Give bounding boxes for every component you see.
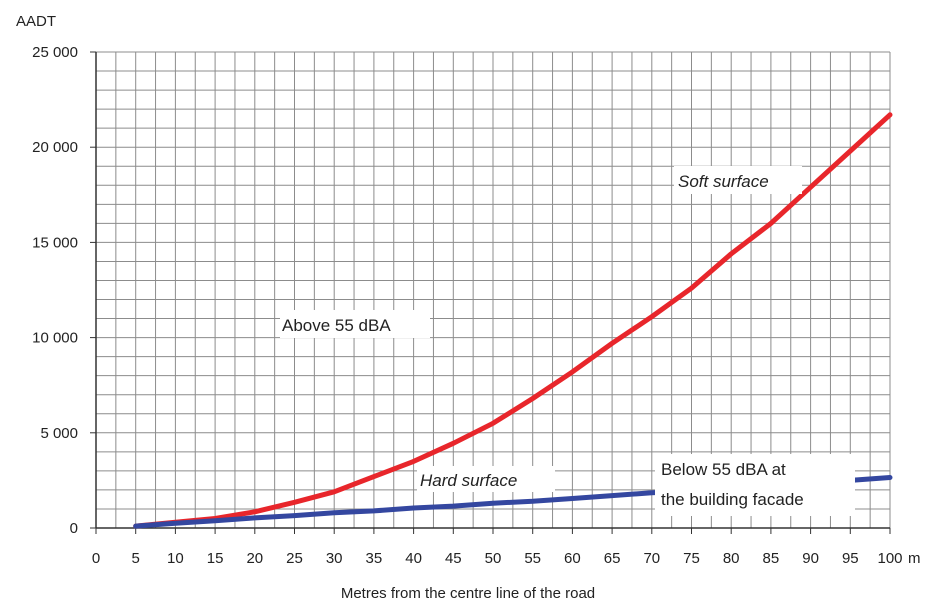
annotation-above-55-dba: Above 55 dBA	[282, 316, 391, 335]
x-tick-label: 100	[877, 550, 902, 567]
x-tick-label: 90	[802, 550, 819, 567]
x-tick-label: 15	[207, 550, 224, 567]
x-tick-label: 75	[683, 550, 700, 567]
x-tick-label: 95	[842, 550, 859, 567]
x-axis-label: Metres from the centre line of the road	[341, 585, 595, 602]
x-tick-label: 10	[167, 550, 184, 567]
y-tick-label: 25 000	[32, 44, 78, 61]
y-tick-label: 5 000	[40, 425, 78, 442]
y-tick-labels: 0 5 000 10 000 15 000 20 000 25 000	[32, 44, 96, 537]
y-tick-label: 15 000	[32, 234, 78, 251]
x-tick-label: 45	[445, 550, 462, 567]
x-tick-label: 25	[286, 550, 303, 567]
x-tick-label: 80	[723, 550, 740, 567]
annotation-bg-below	[655, 454, 855, 516]
y-tick-label: 10 000	[32, 330, 78, 347]
y-tick-label: 0	[70, 520, 78, 537]
x-tick-label: 70	[643, 550, 660, 567]
x-tick-label: 0	[92, 550, 100, 567]
annotation-bg-above	[280, 310, 430, 338]
x-tick-label: 65	[604, 550, 621, 567]
annotation-bg-hard	[417, 466, 555, 492]
x-tick-label: 60	[564, 550, 581, 567]
annotation-bg-soft	[674, 166, 802, 194]
x-axis-unit: m	[908, 550, 921, 567]
annotation-soft-surface: Soft surface	[678, 172, 769, 191]
x-tick-label: 5	[132, 550, 140, 567]
series-line-soft-surface	[133, 112, 893, 529]
x-tick-label: 50	[485, 550, 502, 567]
x-tick-label: 30	[326, 550, 343, 567]
annotation-below-55-dba-line1: Below 55 dBA at	[661, 460, 786, 479]
annotation-hard-surface: Hard surface	[420, 471, 517, 490]
grid	[95, 51, 891, 529]
x-tick-label: 35	[366, 550, 383, 567]
x-tick-label: 20	[246, 550, 263, 567]
x-tick-label: 85	[763, 550, 780, 567]
x-tick-label: 55	[524, 550, 541, 567]
x-tick-label: 40	[405, 550, 422, 567]
y-axis-label: AADT	[16, 13, 56, 30]
annotation-below-55-dba-line2: the building facade	[661, 490, 804, 509]
x-tick-labels: 0 5 10 15 20 25 30 35 40 45 50 55 60 65 70 75 80 85 90 95 10…	[92, 528, 903, 567]
y-tick-label: 20 000	[32, 139, 78, 156]
